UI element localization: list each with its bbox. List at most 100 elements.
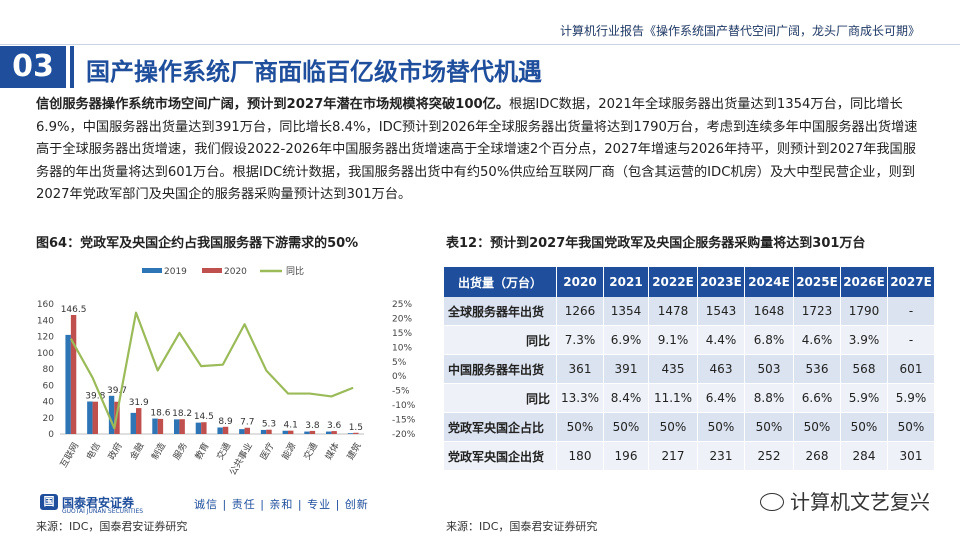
bar-data-label: 14.5: [194, 412, 214, 422]
watermark-text: 计算机文艺复兴: [790, 490, 930, 514]
x-tick-label: 医疗: [257, 440, 276, 462]
bar-2020: [244, 427, 250, 434]
x-tick-label: 服务: [170, 440, 189, 462]
table-cell: 217: [649, 442, 698, 471]
table-cell: 284: [841, 442, 888, 471]
bar-2019: [174, 419, 180, 434]
table-cell: 50%: [557, 413, 604, 442]
table-cell: 5.9%: [888, 384, 935, 413]
bar-2020: [266, 429, 272, 434]
bar-data-label: 8.9: [218, 417, 233, 427]
table-cell: 1648: [745, 297, 794, 326]
table-row-label: 同比: [444, 326, 557, 355]
table-cell: 435: [649, 355, 698, 384]
bar-2020: [179, 419, 185, 434]
table-cell: 1266: [557, 297, 604, 326]
table-row-label: 全球服务器年出货: [444, 297, 557, 326]
y2-tick-label: 5%: [392, 358, 407, 368]
yoy-line: [69, 311, 354, 430]
table-cell: 1790: [841, 297, 888, 326]
bar-2020: [201, 422, 207, 434]
logo-text: 国泰君安证券: [62, 496, 135, 510]
bar-2020: [309, 430, 316, 434]
bar-data-label: 31.9: [129, 398, 149, 408]
table-cell: 50%: [604, 413, 649, 442]
table-header-year: 2025E: [794, 267, 841, 297]
table-cell: 536: [794, 355, 841, 384]
table-cell: 252: [745, 442, 794, 471]
logo-subtext: GUOTAI JUNAN SECURITIES: [62, 508, 144, 515]
table-row-label: 中国服务器年出货: [444, 355, 557, 384]
table-cell: 6.4%: [698, 384, 745, 413]
table-row-label: 党政军央国企出货: [444, 442, 557, 471]
logo-mark-icon: 国: [40, 494, 58, 510]
y2-tick-label: -10%: [392, 401, 416, 411]
server-shipment-table: 出货量（万台） 2020 2021 2022E 2023E 2024E 2025E 2026E…: [444, 267, 935, 471]
table-cell: 50%: [841, 413, 888, 442]
table-cell: 301: [888, 442, 935, 471]
bar-2020: [353, 432, 359, 434]
table-row: 同比 7.3% 6.9% 9.1% 4.4% 6.8% 4.6% 3.9% -: [444, 326, 935, 355]
bar-2020: [92, 401, 98, 434]
bar-data-label: 146.5: [61, 305, 87, 315]
y-tick-label: 120: [37, 333, 54, 343]
company-logo: 国 国泰君安证券 GUOTAI JUNAN SECURITIES: [40, 494, 170, 515]
bar-2020: [157, 418, 164, 434]
bar-data-label: 39.8: [85, 392, 105, 402]
table-cell: 1543: [698, 297, 745, 326]
bar-2019: [130, 412, 136, 434]
table-cell: 1354: [604, 297, 649, 326]
table-header-year: 2027E: [888, 267, 935, 297]
bar-data-label: 7.7: [240, 418, 254, 428]
table-cell: 50%: [888, 413, 935, 442]
bar-2019: [239, 429, 245, 434]
bar-data-label: 18.6: [150, 409, 170, 419]
table-row-label: 党政军央国企占比: [444, 413, 557, 442]
wechat-icon: [760, 493, 784, 511]
x-tick-label: 交通: [214, 440, 233, 462]
y-tick-label: 0: [48, 430, 54, 440]
legend-swatch: [202, 268, 222, 273]
y2-tick-label: 0%: [392, 372, 407, 382]
x-tick-label: 建筑: [344, 440, 363, 462]
table-source: 来源：IDC，国泰君安证券研究: [446, 520, 598, 533]
bar-data-label: 1.5: [349, 423, 363, 433]
table-row: 全球服务器年出货 1266 1354 1478 1543 1648 1723 1790-: [444, 297, 935, 326]
legend-label: 2019: [164, 267, 187, 277]
table-cell: 601: [888, 355, 935, 384]
bar-2020: [222, 426, 229, 434]
x-tick-label: 互联网: [58, 441, 81, 470]
bar-2020: [70, 314, 77, 434]
x-tick-label: 交通: [301, 440, 320, 462]
table-cell: 8.8%: [745, 384, 794, 413]
server-demand-chart: 2019 2020 同比 0 20 40 60 80 100 120 140 160 -20% -15% -…: [37, 265, 416, 477]
table-header-year: 2020: [557, 267, 604, 297]
section-accent-bar: [70, 46, 74, 88]
bar-data-label: 3.6: [327, 421, 342, 431]
x-tick-label: 媒体: [322, 440, 341, 462]
table-row: 党政军央国企占比 50% 50% 50% 50% 50% 50% 50% 50%: [444, 413, 935, 442]
y-tick-label: 40: [43, 398, 55, 408]
x-tick-label: 金融: [127, 440, 146, 462]
table-cell: 50%: [794, 413, 841, 442]
bar-2019: [260, 429, 267, 434]
table-cell: 50%: [649, 413, 698, 442]
bar-data-label: 4.1: [284, 421, 298, 431]
legend-label: 同比: [286, 265, 304, 277]
table-cell: 13.3%: [557, 384, 604, 413]
table-header-year: 2024E: [745, 267, 794, 297]
report-header-title: 计算机行业报告《操作系统国产替代空间广阔，龙头厂商成长可期》: [559, 24, 920, 38]
body-lead-sentence: 信创服务器操作系统市场空间广阔，预计到2027年潜在市场规模将突破100亿。: [36, 97, 510, 112]
table-cell: 180: [557, 442, 604, 471]
legend-label: 2020: [224, 267, 247, 277]
y-tick-label: 160: [37, 300, 54, 310]
table-cell: 231: [698, 442, 745, 471]
header-divider: [0, 44, 960, 45]
bar-2019: [195, 422, 202, 434]
table-cell: 361: [557, 355, 604, 384]
table-row: 中国服务器年出货 361 391 435 463 503 536 568 601: [444, 355, 935, 384]
table-cell: 50%: [745, 413, 794, 442]
bar-2019: [326, 431, 332, 434]
y2-tick-label: -20%: [392, 430, 416, 440]
table-cell: -: [888, 297, 935, 326]
